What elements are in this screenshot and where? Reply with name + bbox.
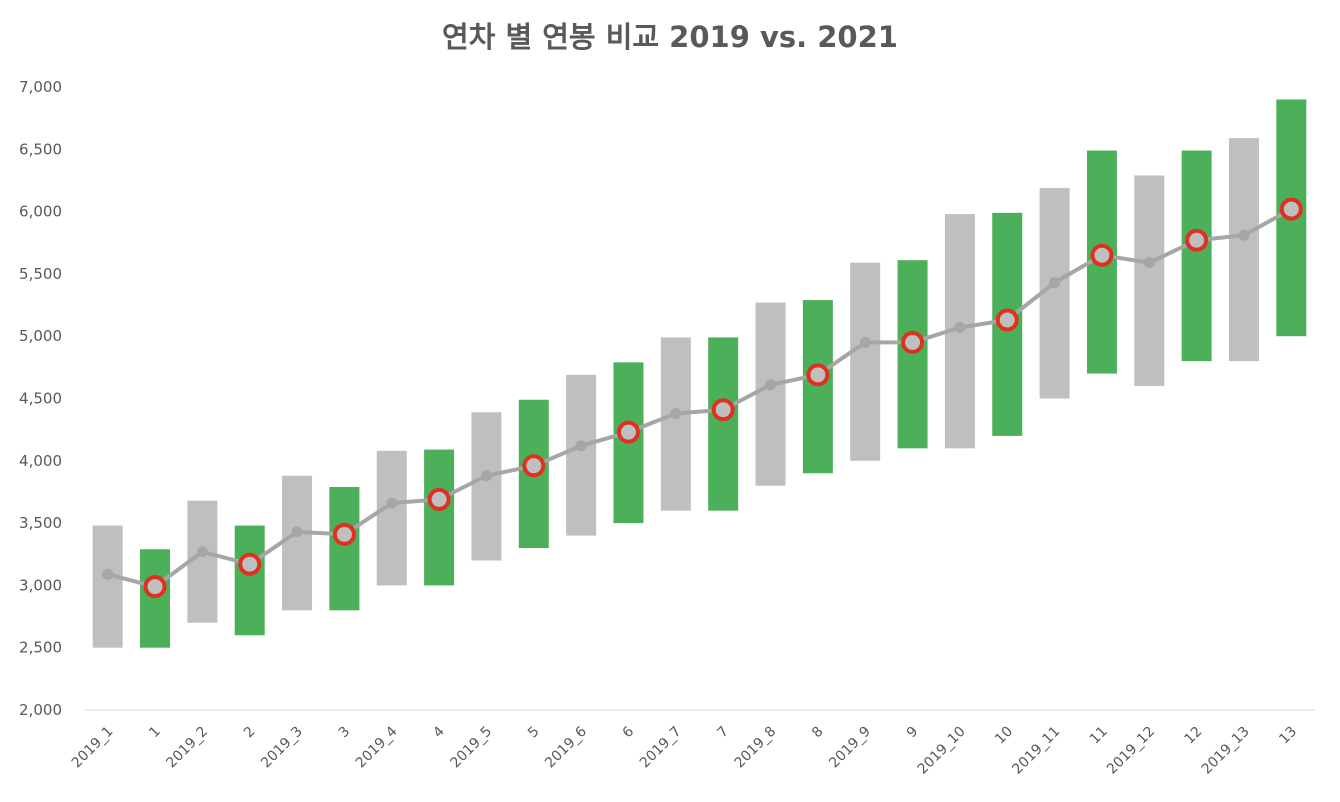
highlighted-point bbox=[806, 363, 830, 387]
line-point bbox=[575, 440, 587, 452]
x-tick-label: 2019_8 bbox=[732, 724, 780, 772]
line-point bbox=[670, 407, 682, 419]
x-tick-label: 2019_7 bbox=[637, 724, 685, 772]
x-tick-label: 2 bbox=[241, 724, 259, 742]
range-bar bbox=[708, 337, 739, 511]
x-tick-label: 2019_11 bbox=[1009, 724, 1063, 778]
line-point bbox=[291, 526, 303, 538]
range-bar bbox=[471, 412, 502, 561]
range-bar bbox=[755, 302, 786, 486]
highlighted-point bbox=[143, 575, 167, 599]
x-tick-label: 2019_12 bbox=[1104, 724, 1158, 778]
x-tick-label: 1 bbox=[146, 724, 164, 742]
x-tick-label: 7 bbox=[714, 724, 732, 742]
x-tick-label: 2019_2 bbox=[163, 724, 211, 772]
highlighted-point bbox=[901, 330, 925, 354]
x-tick-label: 8 bbox=[809, 724, 827, 742]
line-point bbox=[386, 497, 398, 509]
range-bar bbox=[1228, 138, 1259, 362]
highlighted-point bbox=[427, 487, 451, 511]
y-tick-label: 3,000 bbox=[19, 576, 62, 594]
highlighted-point bbox=[711, 398, 735, 422]
x-tick-label: 10 bbox=[992, 724, 1016, 748]
range-bar bbox=[329, 486, 360, 611]
highlighted-point bbox=[238, 552, 262, 576]
y-tick-label: 2,500 bbox=[19, 639, 62, 657]
x-tick-label: 6 bbox=[620, 723, 638, 741]
range-bar bbox=[1181, 150, 1212, 362]
highlighted-point bbox=[1279, 197, 1303, 221]
line-point bbox=[1143, 257, 1155, 269]
highlighted-point bbox=[332, 522, 356, 546]
x-tick-label: 3 bbox=[336, 724, 354, 742]
y-tick-label: 6,000 bbox=[19, 203, 62, 221]
chart-title: 연차 별 연봉 비교 2019 vs. 2021 bbox=[442, 20, 898, 54]
range-bar bbox=[282, 475, 313, 611]
range-bar bbox=[1134, 175, 1165, 387]
x-tick-label: 2019_4 bbox=[353, 723, 401, 771]
highlighted-point bbox=[1185, 228, 1209, 252]
y-tick-label: 5,500 bbox=[19, 265, 62, 283]
x-tick-label: 2019_1 bbox=[69, 724, 117, 772]
range-bar bbox=[802, 300, 833, 474]
line-point bbox=[765, 379, 777, 391]
y-tick-label: 7,000 bbox=[19, 78, 62, 96]
range-bar bbox=[234, 525, 265, 636]
y-tick-label: 3,500 bbox=[19, 514, 62, 532]
range-bar bbox=[660, 337, 691, 511]
range-bar bbox=[850, 262, 881, 461]
y-tick-label: 4,000 bbox=[19, 452, 62, 470]
x-tick-label: 4 bbox=[430, 723, 448, 741]
range-bar bbox=[566, 374, 597, 536]
range-bar bbox=[92, 525, 123, 648]
y-tick-label: 4,500 bbox=[19, 390, 62, 408]
x-tick-label: 2019_6 bbox=[542, 723, 590, 771]
line-point bbox=[196, 546, 208, 558]
range-bar bbox=[376, 450, 407, 586]
highlighted-point bbox=[616, 420, 640, 444]
highlighted-point bbox=[1090, 243, 1114, 267]
x-tick-label: 12 bbox=[1182, 724, 1206, 748]
range-bar bbox=[424, 449, 455, 586]
x-tick-label: 2019_3 bbox=[258, 724, 306, 772]
x-tick-label: 2019_10 bbox=[915, 724, 969, 778]
line-point bbox=[859, 336, 871, 348]
x-tick-label: 2019_5 bbox=[448, 724, 496, 772]
line-point bbox=[954, 321, 966, 333]
range-bar bbox=[1039, 187, 1070, 399]
x-tick-label: 9 bbox=[904, 724, 922, 742]
range-bar bbox=[140, 549, 171, 648]
y-tick-label: 2,000 bbox=[19, 701, 62, 719]
line-point bbox=[480, 470, 492, 482]
y-tick-label: 5,000 bbox=[19, 327, 62, 345]
x-tick-label: 11 bbox=[1087, 724, 1111, 748]
line-point bbox=[1049, 277, 1061, 289]
x-tick-label: 13 bbox=[1276, 724, 1300, 748]
line-point bbox=[1238, 229, 1250, 241]
line-point bbox=[102, 568, 114, 580]
x-tick-label: 2019_13 bbox=[1199, 724, 1253, 778]
x-tick-label: 5 bbox=[525, 724, 543, 742]
y-tick-label: 6,500 bbox=[19, 140, 62, 158]
highlighted-point bbox=[522, 454, 546, 478]
x-tick-label: 2019_9 bbox=[826, 724, 874, 772]
highlighted-point bbox=[995, 308, 1019, 332]
range-bar bbox=[187, 500, 218, 623]
range-bar bbox=[897, 260, 928, 449]
